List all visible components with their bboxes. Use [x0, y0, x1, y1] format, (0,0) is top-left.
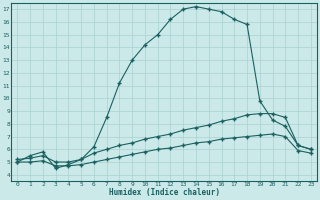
X-axis label: Humidex (Indice chaleur): Humidex (Indice chaleur) — [108, 188, 220, 197]
